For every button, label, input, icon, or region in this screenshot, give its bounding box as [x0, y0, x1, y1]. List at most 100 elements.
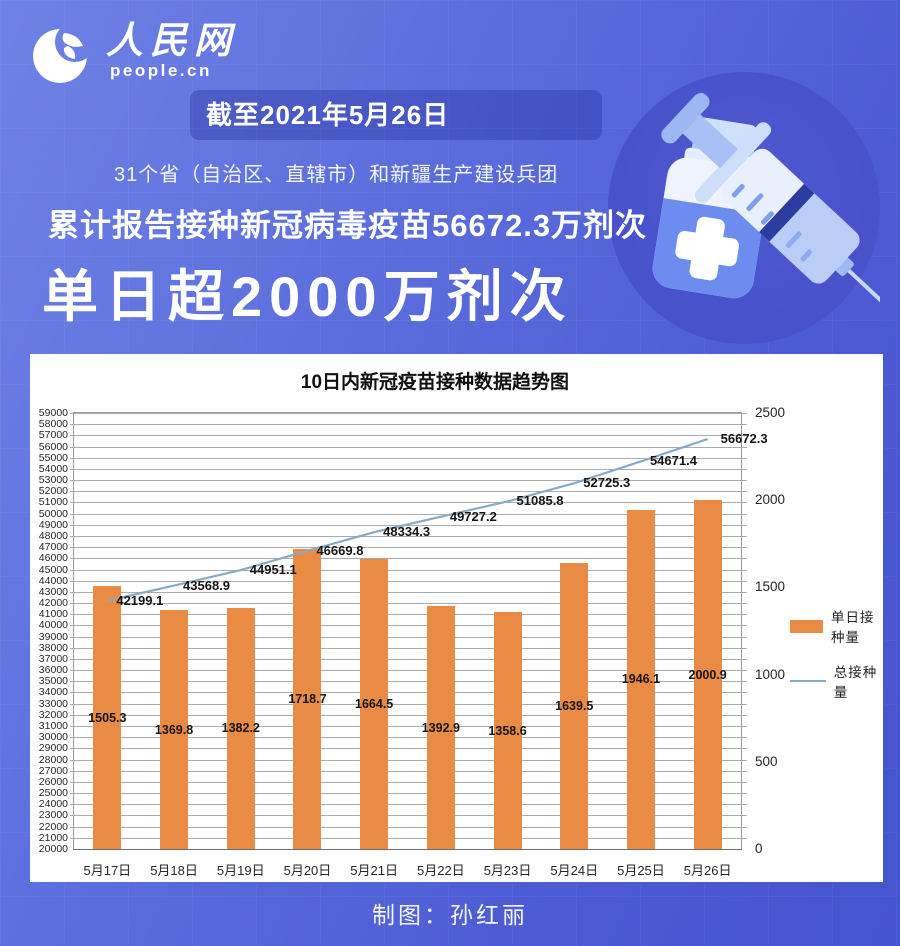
y-axis-left-tick-label: 54000: [38, 462, 68, 475]
y-axis-left-tick-label: 34000: [38, 686, 68, 699]
logo-text: 人民网 people.cn: [106, 20, 238, 81]
report-scope-text: 31个省（自治区、直辖市）和新疆生产建设兵团: [114, 164, 559, 186]
y-axis-right-tick-label: 500: [755, 753, 778, 769]
y-axis-left-tick-label: 25000: [38, 787, 68, 800]
daily-doses-bar: [360, 558, 389, 849]
y-axis-left-tick-label: 42000: [38, 597, 68, 610]
syringe-icon: [661, 93, 880, 315]
y-axis-left-tick-label: 22000: [38, 820, 68, 833]
y-axis-left-tick-label: 38000: [38, 641, 68, 654]
daily-doses-bar: [693, 500, 722, 849]
line-value-label: 52725.3: [583, 475, 631, 491]
legend-label: 单日接种量: [831, 610, 875, 645]
y-axis-left-tick-label: 30000: [38, 731, 68, 744]
chart-title: 10日内新冠疫苗接种数据趋势图: [300, 372, 570, 393]
line-value-label: 46669.8: [316, 542, 364, 558]
y-axis-left-tick-label: 49000: [38, 518, 68, 531]
line-value-label: 56672.3: [720, 431, 768, 447]
daily-doses-bar: [626, 509, 655, 849]
bar-value-label: 2000.9: [688, 667, 727, 682]
line-value-label: 42199.1: [116, 592, 164, 608]
x-axis-category-label: 5月20日: [283, 863, 332, 878]
y-axis-left-tick-label: 52000: [38, 485, 68, 498]
y-axis-left-tick-label: 57000: [38, 429, 68, 442]
bar-value-label: 1505.3: [88, 710, 127, 725]
y-axis-left-tick-label: 24000: [38, 798, 68, 811]
line-value-label: 54671.4: [649, 453, 697, 469]
daily-doses-bar: [560, 563, 589, 849]
x-axis-category-label: 5月22日: [416, 863, 465, 878]
x-axis-category-label: 5月24日: [550, 863, 599, 878]
x-axis-category-label: 5月19日: [216, 863, 265, 878]
y-axis-left-tick-label: 59000: [38, 407, 68, 419]
bar-value-label: 1358.6: [488, 723, 527, 738]
vaccine-illustration: [652, 93, 880, 315]
legend-item: 单日接种量: [790, 606, 883, 646]
y-axis-right-tick-label: 2000: [755, 492, 786, 508]
line-series-swatch: [790, 679, 826, 683]
y-axis-left-tick-label: 28000: [38, 753, 68, 766]
cumulative-doses-line: [107, 437, 708, 602]
people-cn-logo: 人民网 people.cn: [30, 20, 238, 86]
y-axis-left-tick-label: 58000: [38, 418, 68, 431]
x-axis-category-label: 5月21日: [350, 863, 398, 878]
x-axis-category-label: 5月18日: [150, 863, 198, 878]
bar-value-label: 1946.1: [621, 672, 661, 687]
y-axis-left-tick-label: 51000: [38, 496, 68, 509]
line-value-label: 51085.8: [516, 493, 564, 509]
y-axis-left-tick-label: 44000: [38, 574, 68, 587]
bar-value-label: 1718.7: [288, 692, 327, 707]
cumulative-doses-text: 累计报告接种新冠病毒疫苗56672.3万剂次: [48, 208, 648, 243]
bar-value-label: 1382.2: [221, 721, 260, 736]
y-axis-left-tick-label: 50000: [38, 507, 68, 520]
y-axis-left-tick-label: 31000: [38, 720, 68, 733]
line-value-label: 49727.2: [449, 508, 497, 524]
x-axis-category-label: 5月25日: [617, 863, 665, 878]
y-axis-left-tick-label: 40000: [38, 619, 68, 632]
logo-name-cn: 人民网: [106, 18, 238, 62]
bar-value-label: 1664.5: [355, 696, 394, 711]
daily-doses-bar: [293, 549, 322, 849]
y-axis-left-tick-label: 53000: [38, 474, 68, 487]
y-axis-left-tick-label: 35000: [38, 675, 68, 688]
line-value-label: 48334.3: [383, 524, 431, 540]
y-axis-left-tick-label: 47000: [38, 541, 68, 554]
line-value-label: 44951.1: [249, 562, 297, 578]
y-axis-left-tick-label: 26000: [38, 775, 68, 788]
y-axis-left-tick-label: 36000: [38, 664, 68, 677]
y-axis-left-tick-label: 45000: [38, 563, 68, 576]
x-axis-category-label: 5月17日: [83, 863, 132, 878]
y-axis-right-tick-label: 2500: [755, 405, 786, 420]
bar-value-label: 1639.5: [555, 699, 594, 714]
daily-doses-bar: [426, 606, 455, 849]
y-axis-left-tick-label: 29000: [38, 742, 68, 755]
y-axis-left-tick-label: 46000: [38, 552, 68, 565]
y-axis-left-tick-label: 23000: [38, 809, 68, 822]
logo-domain: people.cn: [110, 61, 212, 80]
bar-value-label: 1392.9: [421, 720, 460, 735]
y-axis-left-tick-label: 27000: [38, 764, 68, 777]
y-axis-left-tick-label: 56000: [38, 440, 68, 453]
y-axis-right-tick-label: 1500: [755, 579, 786, 595]
y-axis-right-tick-label: 0: [755, 841, 763, 856]
people-cn-logo-icon: [33, 29, 87, 83]
y-axis-left-tick-label: 43000: [38, 585, 68, 598]
chart-legend: 单日接种量总接种量: [790, 606, 883, 701]
report-date-banner: 截至2021年5月26日: [190, 90, 602, 140]
y-axis-left-tick-label: 21000: [38, 831, 68, 844]
y-axis-left-tick-label: 41000: [38, 608, 68, 621]
x-axis-category-label: 5月26日: [683, 863, 732, 878]
daily-doses-bar: [493, 612, 522, 849]
y-axis-left-tick-label: 37000: [38, 652, 68, 665]
legend-item: 总接种量: [790, 661, 883, 701]
y-axis-left-tick-label: 32000: [38, 708, 68, 721]
y-axis-left-tick-label: 33000: [38, 697, 68, 710]
headline-text: 单日超2000万剂次: [42, 265, 573, 328]
y-axis-left-tick-label: 55000: [38, 451, 68, 464]
y-axis-left-tick-label: 39000: [38, 630, 68, 643]
line-value-label: 43568.9: [183, 577, 231, 593]
y-axis-left-tick-label: 48000: [38, 529, 68, 542]
bar-value-label: 1369.8: [154, 722, 194, 737]
y-axis-left-tick-label: 20000: [38, 843, 68, 855]
